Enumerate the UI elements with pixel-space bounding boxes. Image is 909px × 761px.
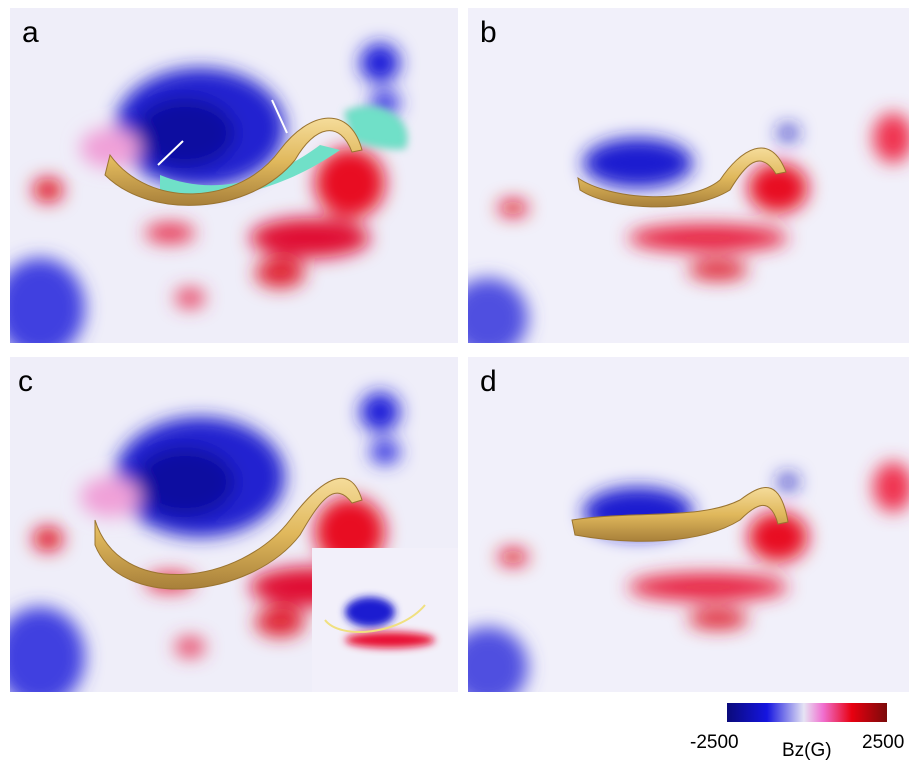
panel-c (0, 357, 458, 692)
colorbar-max: 2500 (862, 732, 904, 753)
panel-label: a (22, 16, 39, 49)
colorbar (727, 703, 887, 722)
panel-label: d (480, 365, 497, 398)
panel-label: c (18, 365, 33, 398)
colorbar-min: -2500 (690, 732, 739, 753)
panel-label: b (480, 16, 497, 49)
inset (312, 548, 458, 692)
panel-b (448, 8, 909, 358)
colorbar-title: Bz(G) (782, 740, 832, 761)
panel-a (0, 8, 458, 358)
panel-d (448, 357, 909, 707)
